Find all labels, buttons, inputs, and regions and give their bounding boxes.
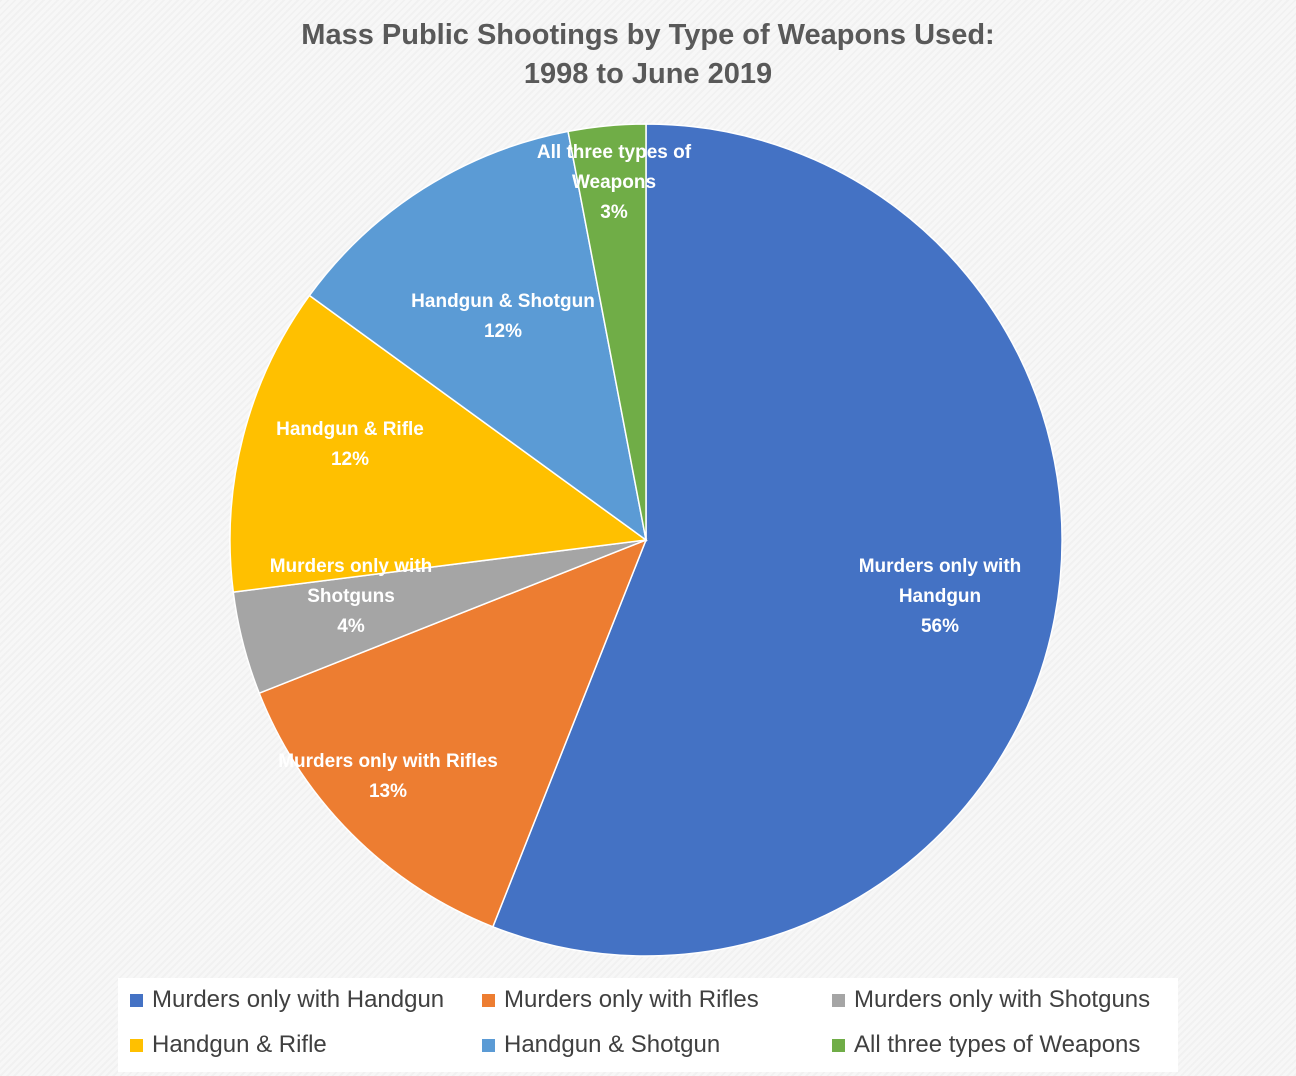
legend-label-all-three: All three types of Weapons	[854, 1031, 1141, 1058]
data-label-line: All three types of	[537, 142, 692, 163]
legend-item-shotguns: Murders only with Shotguns	[832, 980, 1150, 1020]
legend-swatch-all-three	[832, 1038, 845, 1052]
legend-swatch-handgun-shotgun	[482, 1038, 495, 1052]
chart-title: Mass Public Shootings by Type of Weapons…	[0, 16, 1296, 94]
pie-slice-murders-only-with-handgun	[491, 123, 1063, 957]
pie-slice-all-three-types-of-weapons	[567, 123, 647, 541]
data-label-line: Handgun & Shotgun	[411, 291, 595, 312]
data-label-line: 12%	[331, 449, 369, 470]
data-label-line: 13%	[369, 781, 407, 802]
legend-item-all-three: All three types of Weapons	[832, 1025, 1140, 1065]
chart-title-line-1: Mass Public Shootings by Type of Weapons…	[301, 19, 995, 51]
data-label-murders-only-with-rifles: Murders only with Rifles 13%	[278, 751, 498, 802]
data-label-handgun-and-shotgun: Handgun & Shotgun 12%	[411, 291, 595, 342]
legend-swatch-handgun-rifle	[130, 1038, 143, 1052]
legend-label-rifles: Murders only with Rifles	[504, 986, 759, 1013]
pie-slice-handgun-and-rifle	[229, 294, 648, 593]
data-label-line: 3%	[600, 202, 628, 223]
pie-data-labels: Murders only with Handgun 56%Murders only …	[270, 142, 1022, 802]
pie-slices	[229, 123, 1063, 957]
data-label-line: Murders only with	[859, 556, 1022, 577]
data-label-line: 12%	[484, 321, 522, 342]
data-label-line: Weapons	[572, 172, 656, 193]
data-label-line: Handgun	[899, 586, 981, 607]
data-label-handgun-and-rifle: Handgun & Rifle 12%	[276, 419, 424, 470]
legend-item-handgun: Murders only with Handgun	[130, 980, 444, 1020]
data-label-line: 56%	[921, 616, 959, 637]
chart-title-line-2: 1998 to June 2019	[523, 58, 773, 90]
data-label-line: Murders only with Rifles	[278, 751, 498, 772]
pie-slice-murders-only-with-rifles	[258, 538, 648, 928]
data-label-murders-only-with-handgun: Murders only with Handgun 56%	[859, 556, 1022, 637]
legend-label-handgun-rifle: Handgun & Rifle	[152, 1031, 327, 1058]
chart-legend: Murders only with Handgun Murders only w…	[118, 978, 1178, 1072]
data-label-murders-only-with-shotguns: Murders only with Shotguns 4%	[270, 556, 433, 637]
legend-swatch-handgun	[130, 993, 143, 1007]
legend-label-shotguns: Murders only with Shotguns	[854, 986, 1151, 1013]
legend-swatch-shotguns	[832, 993, 845, 1007]
data-label-line: 4%	[337, 616, 365, 637]
data-label-line: Handgun & Rifle	[276, 419, 424, 440]
data-label-all-three-types-of-weapons: All three types of Weapons 3%	[537, 142, 692, 223]
legend-label-handgun: Murders only with Handgun	[152, 986, 445, 1013]
data-label-line: Murders only with	[270, 556, 433, 577]
legend-item-rifles: Murders only with Rifles	[482, 980, 759, 1020]
legend-swatch-rifles	[482, 993, 495, 1007]
legend-item-handgun-shotgun: Handgun & Shotgun	[482, 1025, 720, 1065]
data-label-line: Shotguns	[307, 586, 395, 607]
legend-label-handgun-shotgun: Handgun & Shotgun	[504, 1031, 721, 1058]
pie-slice-handgun-and-shotgun	[308, 130, 648, 542]
legend-item-handgun-rifle: Handgun & Rifle	[130, 1025, 327, 1065]
